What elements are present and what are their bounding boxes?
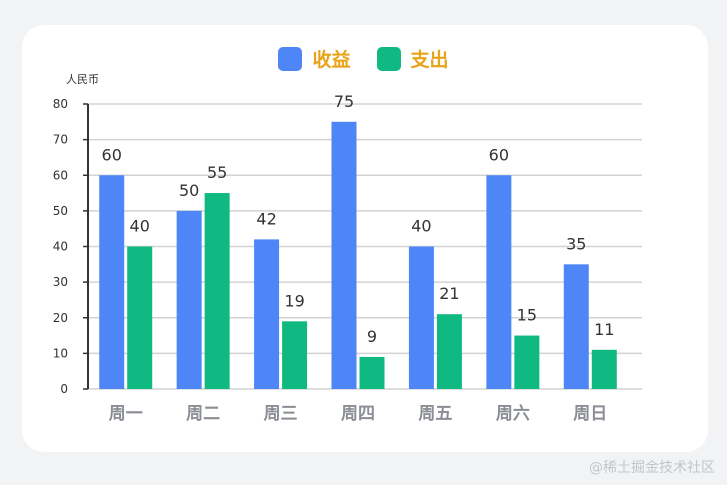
y-tick-label: 50	[53, 204, 68, 218]
x-tick-label: 周六	[496, 403, 530, 424]
bar-income	[176, 210, 202, 389]
bar-income	[331, 121, 357, 389]
bar-income	[486, 175, 512, 389]
watermark: @稀土掘金技术社区	[589, 460, 715, 476]
x-tick-label: 周五	[418, 404, 452, 424]
y-tick-label: 0	[60, 382, 68, 396]
bar-expense	[514, 335, 540, 389]
chart-legend: 收益 支出	[0, 45, 727, 72]
legend-label-income: 收益	[312, 49, 351, 71]
y-tick-label: 40	[53, 240, 68, 254]
bar-expense	[359, 356, 385, 389]
bar-income	[408, 246, 434, 389]
bar-income	[254, 239, 280, 389]
y-tick-label: 30	[53, 275, 68, 289]
y-axis-unit-label: 人民币	[66, 73, 99, 86]
data-label-income: 75	[334, 92, 354, 111]
bar-expense	[282, 321, 308, 389]
x-tick-label: 周四	[341, 404, 375, 424]
data-label-expense: 21	[439, 284, 459, 303]
data-label-expense: 55	[207, 163, 227, 182]
bar-income	[563, 264, 589, 389]
x-tick-label: 周三	[264, 404, 298, 424]
legend-label-expense: 支出	[410, 49, 449, 71]
legend-item-income[interactable]: 收益	[278, 45, 351, 72]
x-tick-label: 周二	[186, 404, 220, 424]
legend-item-expense[interactable]: 支出	[376, 45, 449, 72]
data-label-expense: 15	[517, 306, 537, 325]
x-tick-label: 周日	[573, 404, 607, 424]
y-tick-label: 70	[53, 133, 68, 147]
bar-expense	[436, 314, 462, 389]
y-tick-label: 10	[53, 346, 68, 360]
legend-swatch-expense	[376, 46, 401, 71]
data-label-expense: 40	[130, 217, 150, 236]
data-label-income: 60	[489, 145, 509, 164]
x-tick-label: 周一	[109, 404, 143, 424]
bar-expense	[127, 246, 153, 389]
data-label-expense: 19	[284, 291, 304, 310]
y-tick-label: 60	[53, 168, 68, 182]
data-label-income: 40	[411, 217, 431, 236]
bar-expense	[591, 349, 617, 389]
data-label-expense: 9	[367, 327, 377, 346]
data-label-income: 60	[102, 145, 122, 164]
data-label-expense: 11	[594, 320, 614, 339]
y-tick-label: 20	[53, 311, 68, 325]
data-label-income: 35	[566, 234, 586, 253]
data-label-income: 50	[179, 181, 199, 200]
legend-swatch-income	[278, 46, 303, 71]
y-tick-label: 80	[53, 97, 68, 111]
bar-income	[99, 175, 125, 389]
data-label-income: 42	[256, 209, 276, 228]
bar-expense	[204, 193, 230, 389]
